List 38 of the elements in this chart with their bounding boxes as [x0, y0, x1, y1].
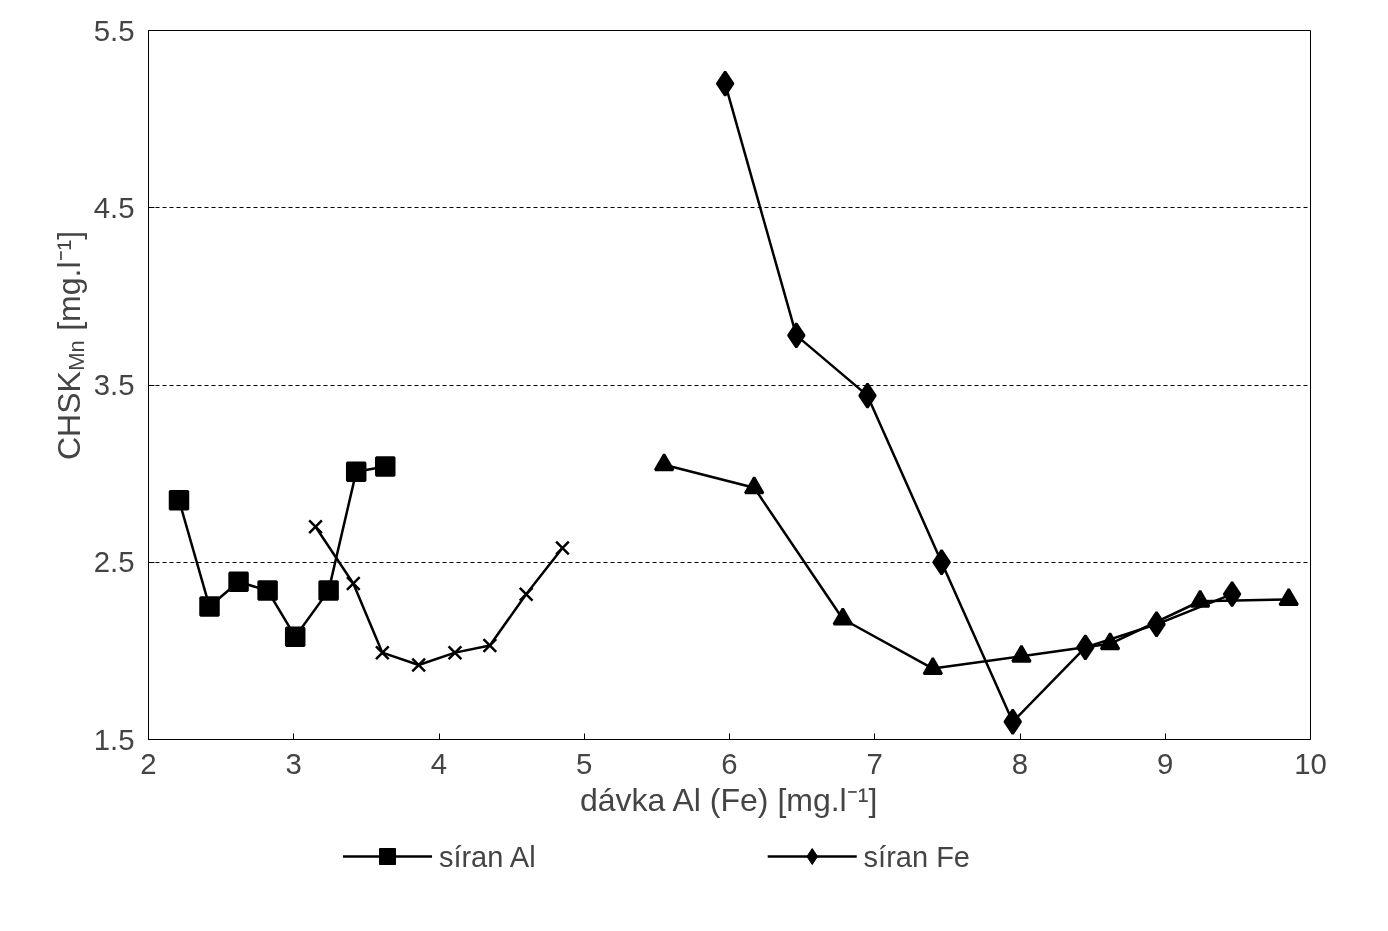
x-tick-label: 2 [140, 746, 157, 780]
x-axis-title: dávka Al (Fe) [mg.l⁻¹] [579, 781, 878, 818]
y-axis-title: CHSKMn [mg.l⁻¹] [50, 230, 89, 461]
point [482, 637, 498, 654]
point [787, 322, 806, 349]
point [518, 586, 534, 602]
point [345, 575, 361, 592]
point [411, 657, 427, 673]
point [374, 645, 390, 661]
y-tick-label: 2.5 [93, 545, 135, 579]
point [318, 580, 339, 601]
legend-label: síran Al [438, 840, 536, 873]
y-tick-label: 3.5 [93, 368, 135, 401]
x-tick-label: 5 [576, 746, 593, 780]
x-tick-label: 10 [1294, 746, 1327, 780]
x-tick-label: 8 [1011, 746, 1029, 780]
x-tick-label: 3 [285, 746, 302, 780]
legend-label: síran Fe [863, 840, 970, 873]
y-tick-label: 4.5 [93, 190, 135, 224]
point [715, 70, 735, 97]
point [199, 596, 220, 617]
x-tick-label: 6 [721, 746, 738, 780]
point [858, 382, 877, 409]
point [554, 540, 571, 556]
point [307, 519, 324, 535]
point [257, 580, 278, 601]
point [168, 489, 190, 511]
point [345, 461, 367, 483]
point [284, 626, 306, 647]
y-tick-label: 1.5 [93, 722, 135, 756]
point [228, 571, 249, 592]
x-tick-label: 7 [866, 746, 883, 780]
point [932, 549, 951, 576]
x-tick-label: 9 [1157, 746, 1174, 780]
y-tick-label: 5.5 [93, 13, 135, 47]
point [447, 645, 463, 661]
point [375, 456, 396, 477]
x-tick-label: 4 [430, 746, 448, 780]
